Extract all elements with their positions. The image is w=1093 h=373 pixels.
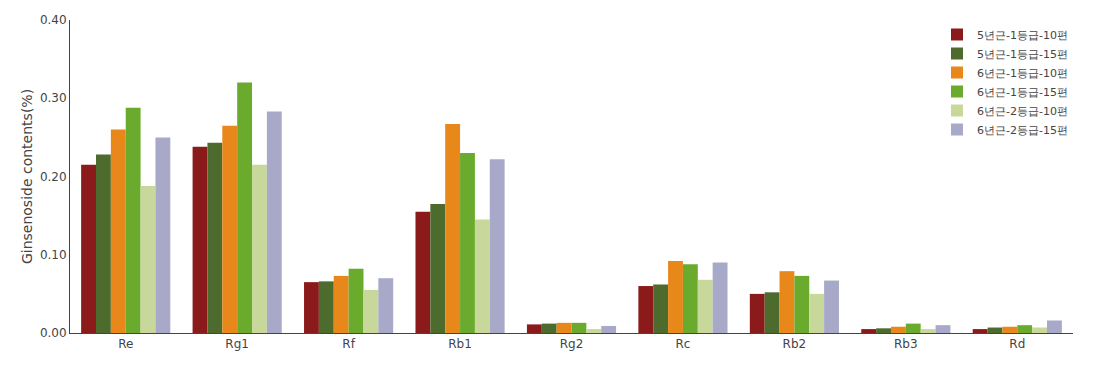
svg-text:Rd: Rd (1009, 337, 1025, 351)
svg-text:0.40: 0.40 (40, 13, 67, 27)
svg-text:Rf: Rf (342, 337, 355, 351)
svg-text:Rg2: Rg2 (560, 337, 584, 351)
svg-text:Ginsenoside contents(%): Ginsenoside contents(%) (19, 89, 35, 264)
svg-text:0.00: 0.00 (40, 326, 67, 340)
svg-text:0.20: 0.20 (40, 170, 67, 184)
svg-text:Rc: Rc (675, 337, 690, 351)
svg-text:Rb1: Rb1 (448, 337, 472, 351)
svg-text:6년근-1등급-10편: 6년근-1등급-10편 (977, 67, 1068, 80)
svg-text:5년근-1등급-15편: 5년근-1등급-15편 (977, 48, 1068, 61)
svg-text:0.10: 0.10 (40, 248, 67, 262)
svg-text:0.30: 0.30 (40, 91, 67, 105)
svg-text:6년근-2등급-15편: 6년근-2등급-15편 (977, 124, 1068, 137)
svg-text:5년근-1등급-10편: 5년근-1등급-10편 (977, 29, 1068, 42)
svg-text:Rb3: Rb3 (894, 337, 918, 351)
svg-text:6년근-2등급-10편: 6년근-2등급-10편 (977, 105, 1068, 118)
svg-text:Re: Re (118, 337, 133, 351)
svg-text:Rb2: Rb2 (783, 337, 807, 351)
svg-text:6년근-1등급-15편: 6년근-1등급-15편 (977, 86, 1068, 99)
svg-text:Rg1: Rg1 (225, 337, 249, 351)
